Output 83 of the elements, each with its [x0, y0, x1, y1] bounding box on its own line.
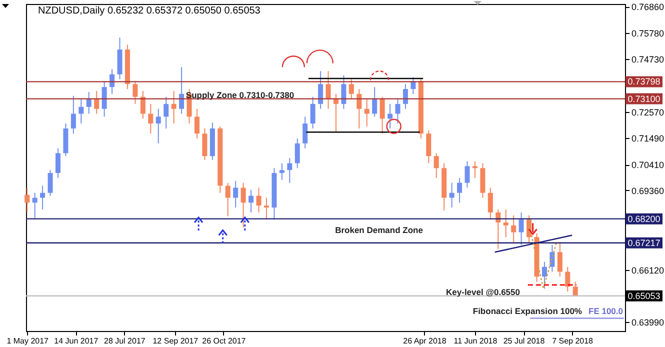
y-tick-label: 0.69360 — [632, 186, 664, 196]
candlestick — [78, 98, 84, 124]
candlestick — [287, 158, 292, 184]
candlestick — [48, 170, 53, 196]
x-tick-label: 25 Jul 2018 — [503, 336, 546, 346]
candlestick — [32, 192, 38, 219]
candlestick — [294, 138, 300, 169]
candlestick — [225, 182, 230, 217]
candlestick — [156, 108, 161, 144]
x-tick-label: 26 Oct 2017 — [202, 336, 246, 346]
x-tick-label: 7 Sep 2018 — [552, 336, 594, 346]
candlestick — [402, 84, 408, 110]
ref-line-label: 0.68200 — [628, 214, 660, 224]
candlestick — [256, 187, 262, 213]
candlestick — [40, 185, 46, 210]
candlestick — [302, 116, 308, 149]
x-tick-label: 26 Apr 2018 — [403, 336, 447, 346]
y-tick-label: 0.71490 — [632, 134, 664, 144]
candlestick — [202, 128, 208, 161]
y-tick-label: 0.74730 — [632, 54, 664, 64]
candlestick — [310, 96, 316, 129]
candlestick — [341, 74, 346, 110]
candlestick — [179, 66, 184, 114]
candlestick — [449, 182, 454, 208]
y-tick-label: 0.75780 — [632, 28, 664, 39]
candlestick — [94, 90, 100, 114]
candlestick — [55, 148, 60, 178]
chart-title: NZDUSD,Daily 0.65232 0.65372 0.65050 0.65053 — [38, 6, 261, 17]
candlestick — [356, 88, 362, 129]
x-tick-label: 1 May 2017 — [6, 336, 50, 346]
candlestick — [542, 261, 547, 290]
candlestick — [557, 242, 562, 278]
candlestick — [565, 266, 570, 292]
annotation: FE 100.0 — [588, 306, 624, 316]
candlestick — [572, 281, 578, 297]
candlestick — [318, 70, 324, 110]
candlestick — [488, 187, 493, 220]
candlestick — [171, 90, 176, 124]
candlestick — [372, 86, 378, 118]
x-tick-label: 11 Jun 2018 — [454, 336, 498, 346]
candlestick — [457, 177, 462, 204]
candlestick — [248, 189, 254, 213]
x-tick-label: 28 Jul 2017 — [104, 336, 146, 346]
candlestick — [395, 98, 400, 124]
candlestick — [518, 212, 524, 246]
annotation: Key-level @0.6550 — [446, 287, 520, 297]
ref-line-label: 0.73798 — [628, 76, 660, 87]
ref-line-label: 0.73100 — [628, 94, 660, 104]
candlestick — [364, 98, 370, 127]
candlestick — [380, 96, 385, 134]
candlestick — [102, 80, 107, 118]
y-tick-label: 0.76860 — [632, 2, 664, 12]
y-tick-label: 0.72570 — [632, 107, 664, 118]
annotation: Fibonacci Expansion 100% — [472, 306, 582, 316]
y-tick-label: 0.66120 — [632, 265, 664, 276]
candlestick — [279, 162, 284, 180]
candlestick — [86, 91, 92, 114]
candlestick — [148, 103, 154, 134]
candlestick — [24, 187, 30, 213]
candlestick — [164, 96, 169, 129]
candlestick — [472, 160, 478, 178]
candlestick — [326, 70, 331, 110]
candlestick — [426, 130, 432, 164]
candlestick — [434, 152, 439, 178]
candlestick — [240, 182, 246, 228]
candlestick — [132, 80, 138, 104]
annotation: Broken Demand Zone — [335, 225, 424, 235]
candlestick — [70, 95, 76, 134]
candlestick — [464, 160, 470, 188]
candlestick — [388, 103, 393, 129]
candlestick — [264, 197, 269, 220]
ref-line-label: 0.67217 — [628, 238, 660, 248]
candlestick — [511, 214, 516, 243]
y-tick-label: 0.70410 — [632, 160, 664, 170]
candlestick — [233, 180, 238, 208]
candlestick — [194, 108, 200, 139]
x-tick-label: 14 Jun 2017 — [54, 336, 99, 346]
ref-line-label: 0.65053 — [628, 290, 660, 301]
x-tick-label: 12 Sep 2017 — [152, 336, 199, 346]
y-tick-label: 0.63990 — [632, 317, 664, 328]
candlestick — [550, 244, 555, 272]
candlestick — [348, 78, 354, 100]
candlestick — [503, 209, 508, 238]
